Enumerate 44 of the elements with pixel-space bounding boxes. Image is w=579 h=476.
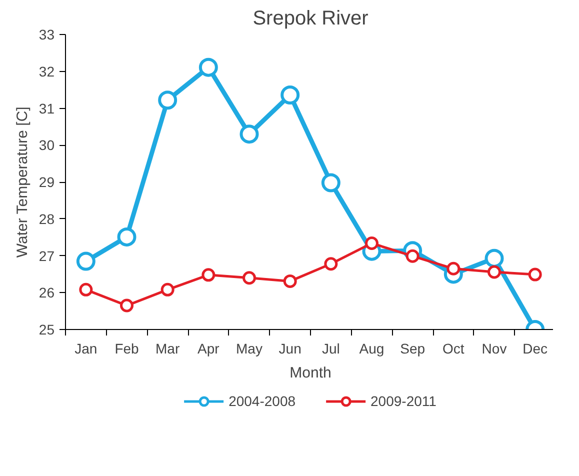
point xyxy=(280,85,300,104)
x-tick-label: Apr xyxy=(198,340,220,356)
x-tick-label: Nov xyxy=(482,340,507,356)
point xyxy=(117,227,136,246)
point xyxy=(488,265,501,279)
x-tick-label: Jul xyxy=(322,340,340,356)
point xyxy=(321,173,340,192)
x-tick-label: Mar xyxy=(156,340,180,356)
point xyxy=(198,58,218,77)
point xyxy=(240,124,259,144)
legend-label: 2009-2011 xyxy=(370,393,436,409)
point xyxy=(528,268,542,282)
y-tick-label: 30 xyxy=(38,137,55,154)
point xyxy=(283,274,297,288)
x-tick-label: Feb xyxy=(114,340,140,356)
legend-label: 2004-2008 xyxy=(228,393,296,409)
y-tick-label: 29 xyxy=(38,174,55,190)
point xyxy=(484,248,504,268)
y-tick-label: 27 xyxy=(38,248,55,264)
y-tick-label: 32 xyxy=(38,63,55,80)
x-tick-label: Aug xyxy=(359,340,384,356)
point xyxy=(158,90,178,110)
point xyxy=(120,298,134,312)
x-tick-label: Dec xyxy=(522,340,548,356)
y-tick-label: 33 xyxy=(38,26,55,42)
x-axis-title: Month xyxy=(290,364,332,382)
point xyxy=(365,236,378,250)
y-axis-title: Water Temperature [C] xyxy=(14,106,31,258)
x-tick-label: Jun xyxy=(278,340,302,356)
x-tick-label: Oct xyxy=(442,340,464,356)
y-tick-label: 31 xyxy=(38,100,55,116)
y-tick-label: 26 xyxy=(38,284,55,301)
x-tick-label: Jan xyxy=(74,340,98,356)
point xyxy=(202,268,216,282)
y-tick-label: 28 xyxy=(38,210,55,227)
point xyxy=(160,282,174,296)
point xyxy=(79,282,93,296)
chart-title: Srepok River xyxy=(252,8,369,30)
point xyxy=(324,257,338,271)
y-tick-label: 25 xyxy=(38,322,55,338)
x-tick-label: May xyxy=(236,340,262,356)
x-tick-label: Sep xyxy=(400,340,426,356)
point xyxy=(242,271,256,285)
point xyxy=(76,252,96,271)
